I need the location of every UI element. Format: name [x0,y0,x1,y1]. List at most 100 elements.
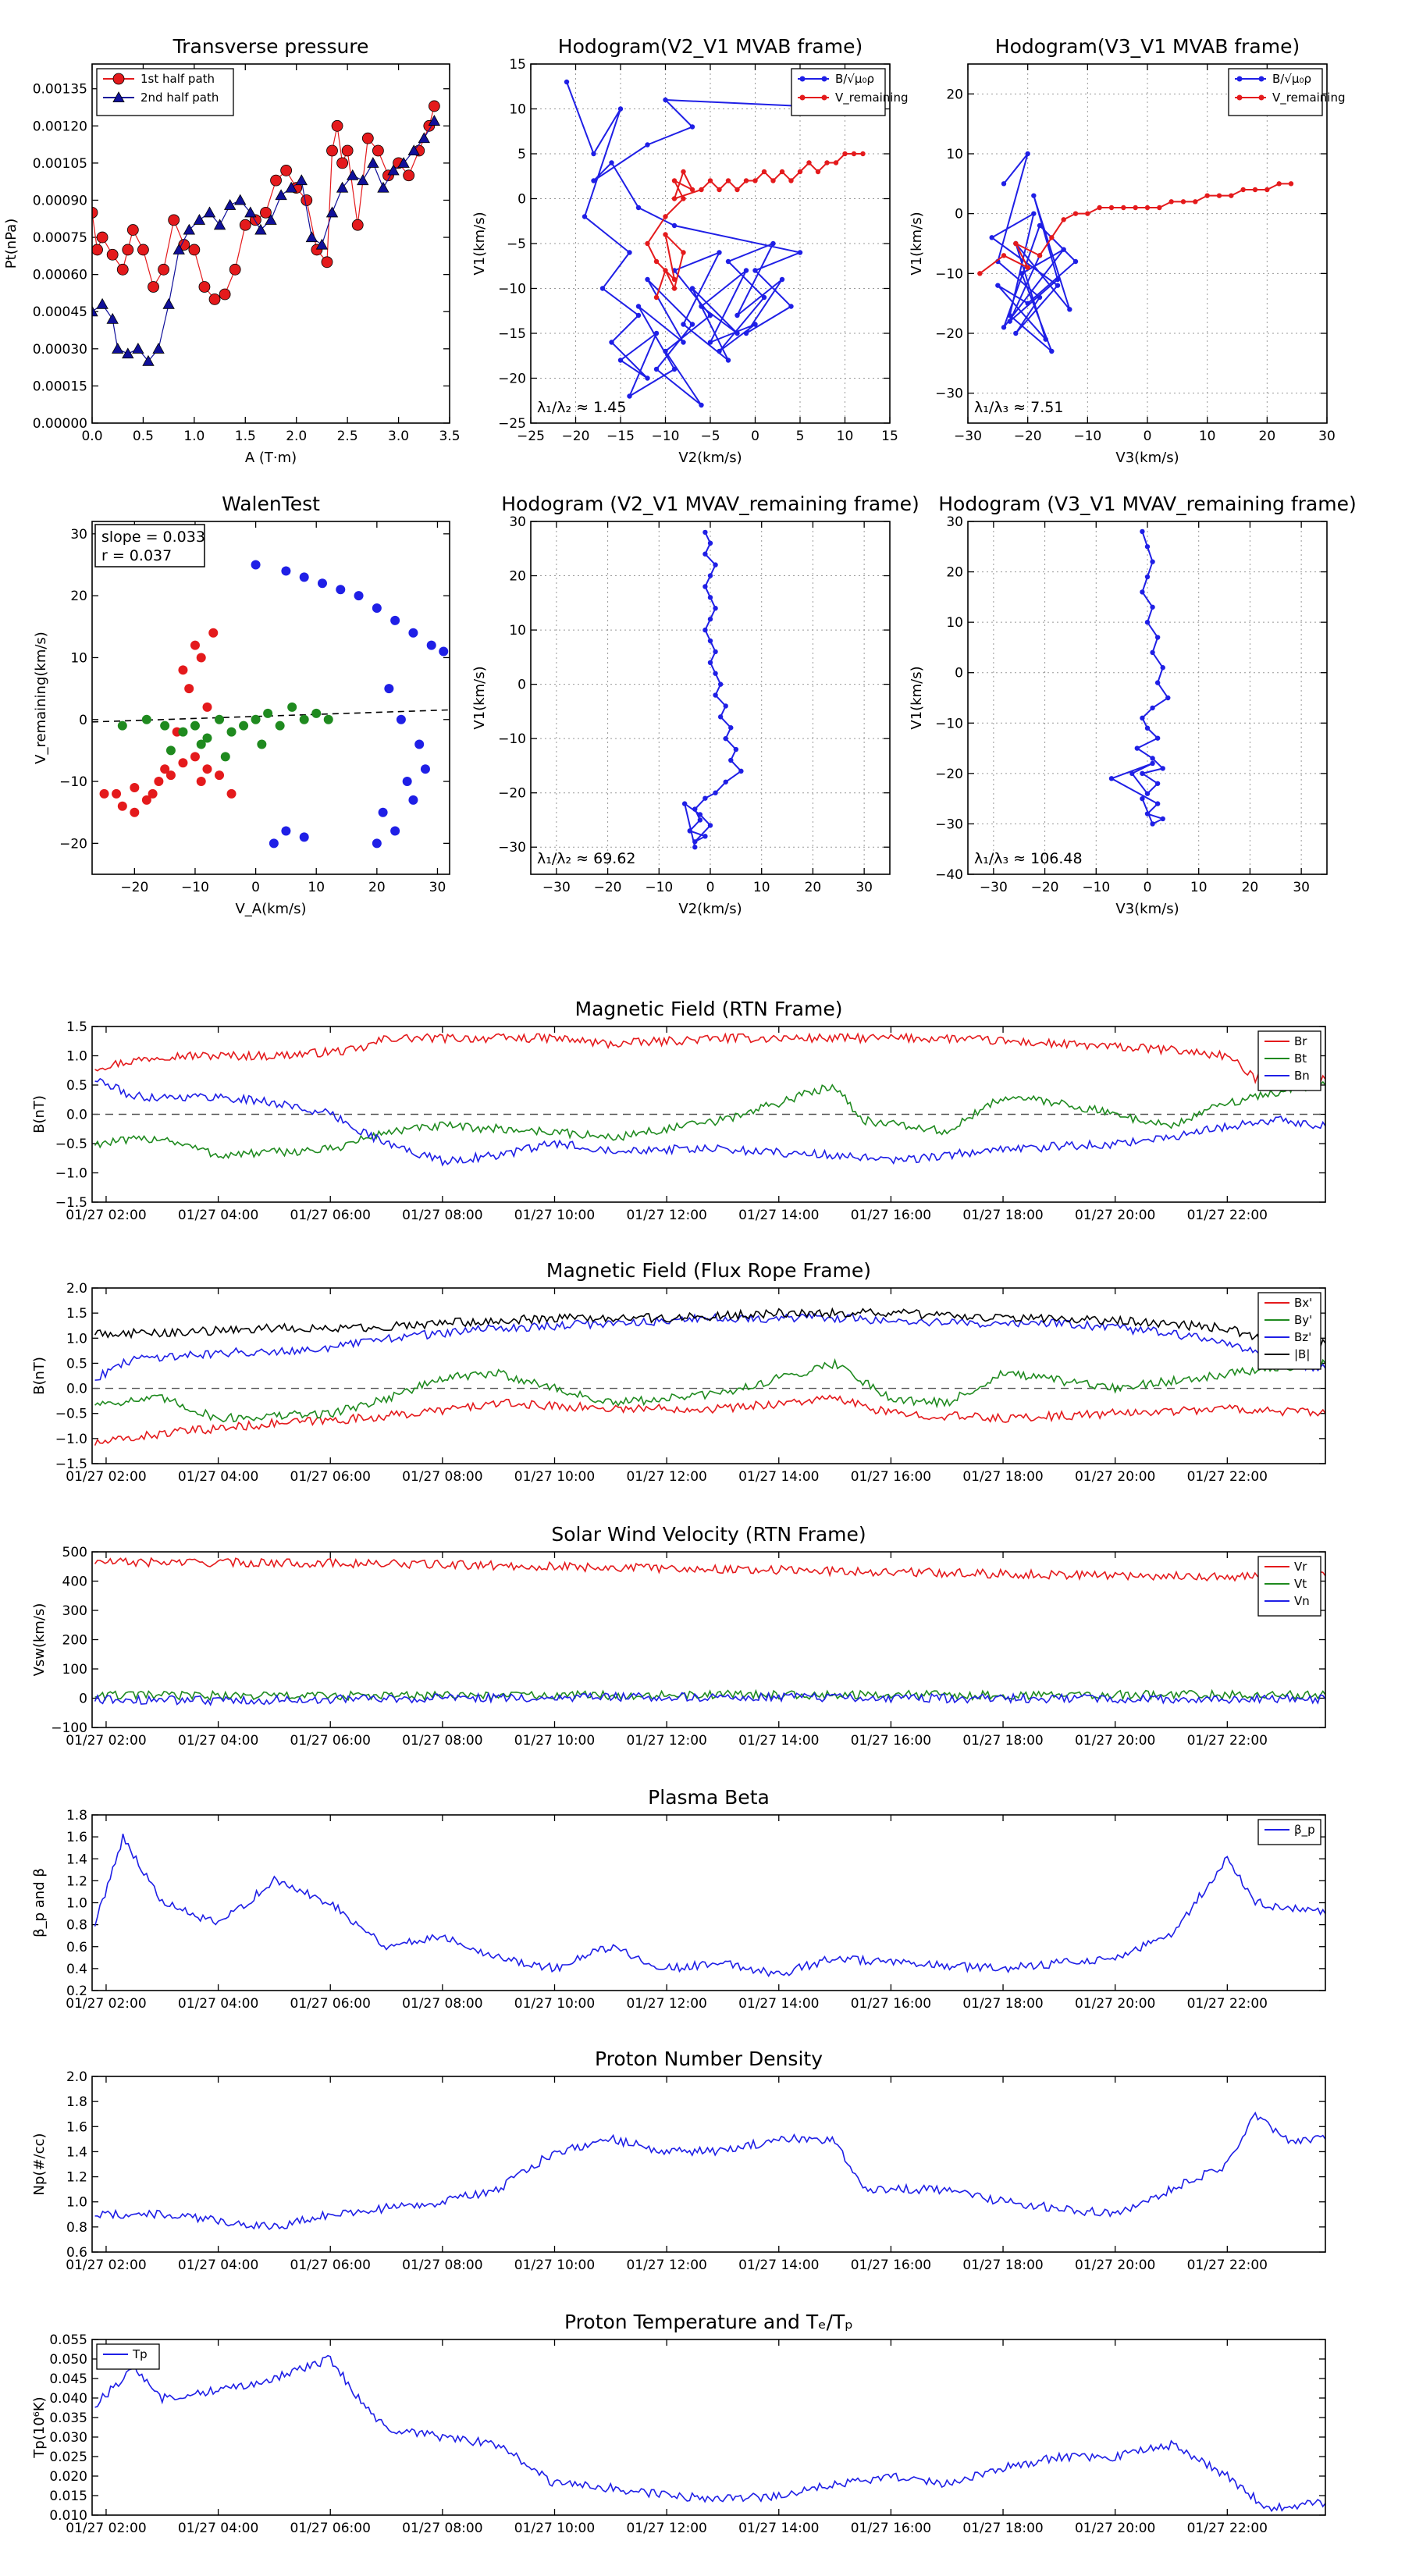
data-point [591,178,596,183]
chart-title: Solar Wind Velocity (RTN Frame) [551,1523,866,1546]
data-point [142,354,155,366]
chart-title: Transverse pressure [173,35,369,58]
x-tick-label: 01/27 22:00 [1187,1469,1268,1485]
x-tick-label: 01/27 08:00 [402,2521,482,2536]
data-point [617,106,624,112]
data-point [1031,211,1037,216]
x-tick-label: 10 [837,429,854,444]
chart-bfr: 01/27 02:00 01/27 04:00 01/27 06:00 01/27 0… [31,1259,1326,1485]
data-point [351,219,364,231]
x-tick-label: 2.5 [337,429,358,444]
data-point [692,839,698,845]
legend: Br Bt Bn [1257,1030,1321,1091]
data-point [653,258,660,265]
data-point [1121,205,1126,211]
data-point [692,806,698,812]
data-point [689,124,695,130]
y-tick-label: 0 [79,1692,87,1707]
data-point [1061,247,1066,252]
data-point [752,322,758,327]
data-point [1049,235,1055,240]
data-point [190,720,200,731]
y-tick-label: 1.4 [66,1852,87,1867]
data-point [202,764,212,774]
series-line-Br [94,1032,1325,1086]
data-point [299,572,309,582]
data-point [797,169,803,175]
y-tick-label: 0.00120 [33,119,87,134]
x-tick-label: 1.0 [183,429,205,444]
x-tick-label: 0 [706,880,715,895]
data-point [361,132,374,144]
chart-title: WalenTest [222,493,320,515]
data-point [735,187,740,193]
x-tick-label: 01/27 04:00 [178,1733,258,1749]
x-tick-label: 01/27 14:00 [738,1208,819,1223]
x-tick-label: 30 [1318,429,1336,444]
y-tick-label: −25 [498,416,526,432]
data-point [178,727,188,737]
data-point [347,169,359,180]
series-group [94,2111,1325,2230]
data-point [1133,205,1138,211]
data-point [1204,193,1210,198]
data-point [357,174,369,186]
series-line-Vr [94,1557,1325,1582]
series-line-|B| [94,1307,1325,1348]
data-point [1013,240,1019,247]
chart-h4: −30 −20 −10 0 10 20 30−40−30−20−100102030Hodog… [909,493,1357,917]
x-tick-label: 2.0 [286,429,307,444]
legend: Vr Vt Vn [1257,1556,1321,1617]
y-tick-label: 0.045 [49,2371,87,2387]
x-tick-label: 0 [751,429,759,444]
y-tick-label: 1.2 [66,2170,87,2186]
data-point [663,97,668,103]
y-tick-label: 500 [62,1545,87,1560]
y-tick-label: −10 [498,731,526,747]
y-axis-label: β_p and β [31,1868,48,1937]
data-point [165,745,176,756]
chart-title: Magnetic Field (Flux Rope Frame) [546,1259,871,1282]
legend: B/√μ₀ρ V_remaining [791,68,909,116]
data-point [681,196,686,201]
data-point [407,144,420,156]
x-tick-label: 01/27 14:00 [738,1469,819,1485]
data-point [635,304,642,309]
data-point [1013,330,1019,336]
data-point [779,276,785,283]
data-point [671,222,678,229]
legend: Tp [96,2343,160,2370]
data-point [707,540,713,546]
y-tick-label: −40 [935,867,963,883]
x-tick-label: 01/27 06:00 [290,1208,371,1223]
data-point [779,169,785,175]
data-point [287,702,297,712]
y-tick-label: 1.5 [66,1306,87,1322]
data-point [699,304,704,309]
data-point [196,653,206,663]
data-point [1001,253,1007,258]
x-tick-label: −20 [562,429,590,444]
data-point [689,286,695,291]
x-tick-label: 01/27 20:00 [1075,1208,1155,1223]
data-point [1150,559,1155,564]
data-point [213,219,226,230]
y-tick-label: 0.015 [49,2489,87,2504]
y-tick-label: 1.6 [66,1830,87,1845]
data-point [713,562,718,568]
data-point [1140,795,1145,802]
legend: B/√μ₀ρ V_remaining [1228,68,1346,116]
plot-area [92,64,450,423]
data-point [408,628,418,638]
x-tick-label: −10 [181,880,209,895]
data-point [717,681,724,687]
data-point [141,795,151,805]
data-point [116,263,129,276]
data-point [208,628,219,638]
plot-frame [530,63,891,424]
x-tick-label: 01/27 10:00 [514,1733,595,1749]
x-tick-label: 01/27 14:00 [738,1733,819,1749]
data-point [1160,766,1165,771]
data-point [1072,211,1079,216]
y-tick-label: −30 [935,817,963,832]
